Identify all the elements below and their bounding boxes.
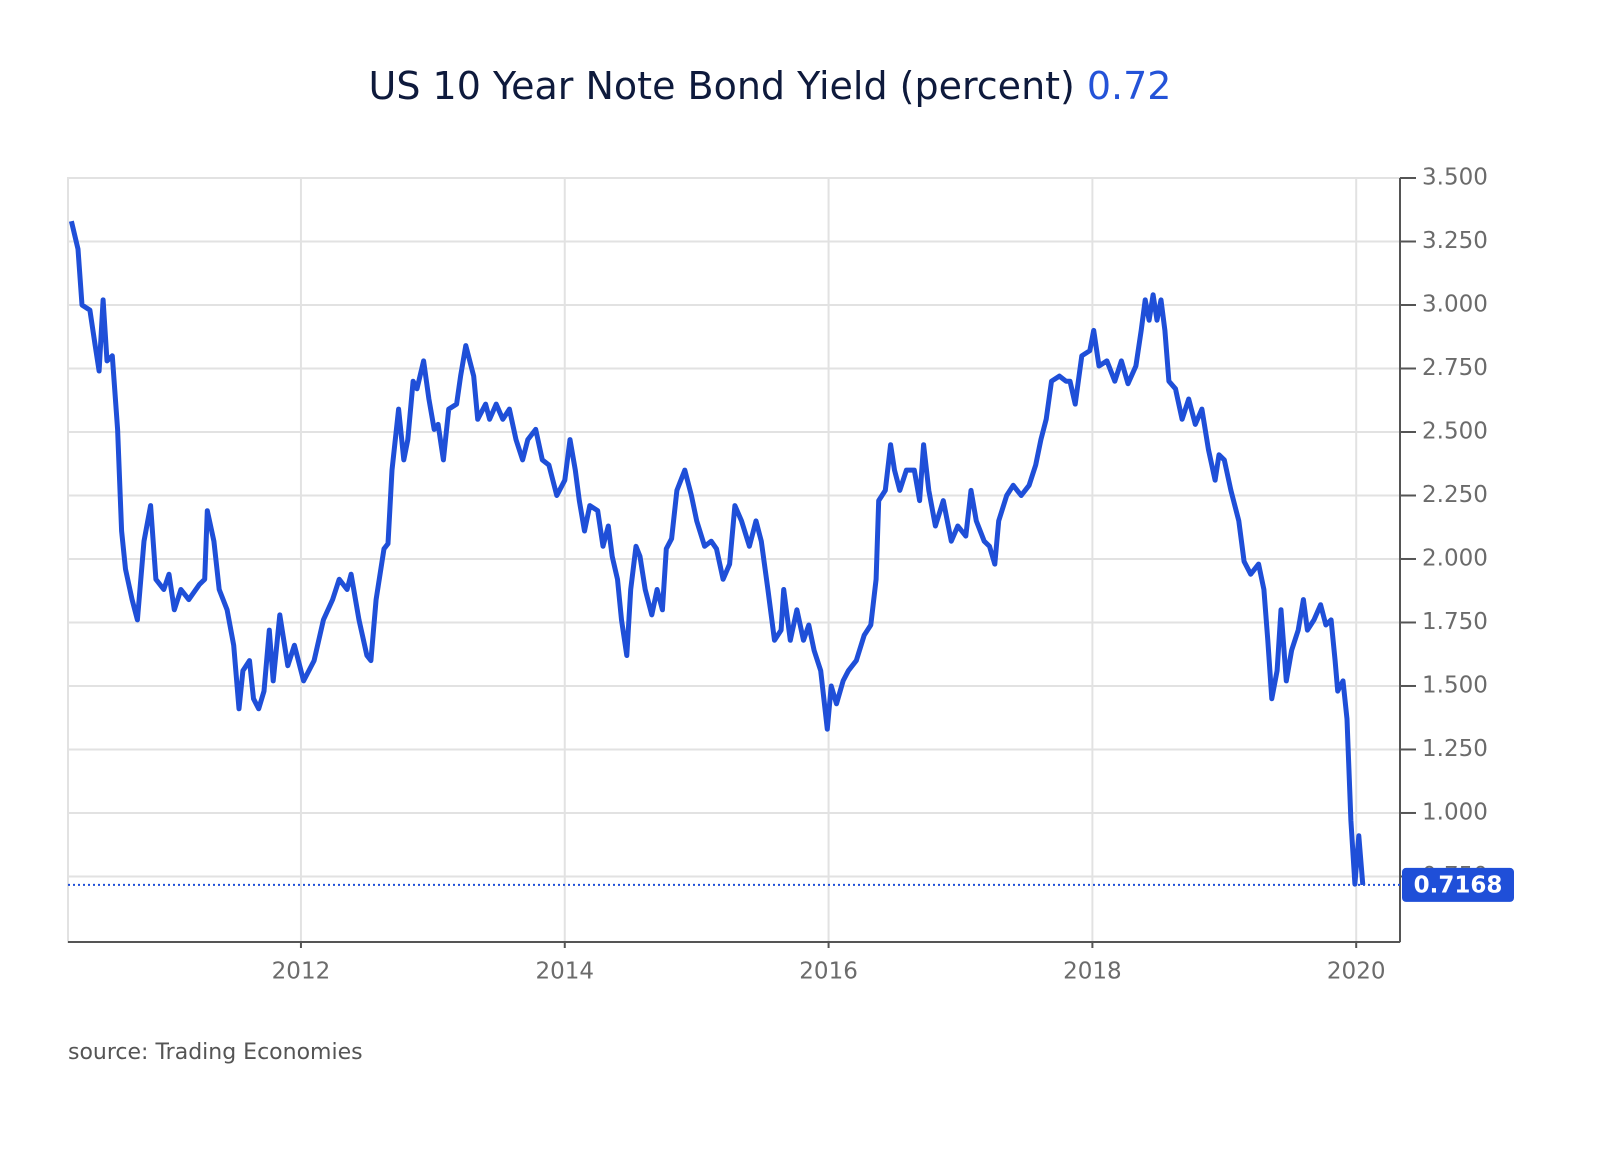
yield-line (68, 220, 1366, 887)
y-tick-label: 2.750 (1422, 355, 1488, 381)
y-tick-label: 2.500 (1422, 418, 1488, 444)
chart-title: US 10 Year Note Bond Yield (percent) 0.72 (369, 64, 1172, 108)
y-tick-label: 3.000 (1422, 291, 1488, 317)
x-tick-label: 2020 (1327, 959, 1386, 985)
y-tick-label: 2.000 (1422, 545, 1488, 571)
last-value-badge (1402, 867, 1514, 902)
plot-frame (67, 177, 1401, 943)
last-value-label: 0.7168 (1414, 872, 1503, 898)
x-tick-label: 2018 (1063, 959, 1122, 985)
y-tick-label: 3.250 (1422, 228, 1488, 254)
y-tick-label: 3.500 (1422, 165, 1488, 191)
x-tick-label: 2014 (535, 959, 594, 985)
y-tick-label: 1.250 (1422, 736, 1488, 762)
source: source: Trading Economies (68, 1040, 363, 1065)
x-tick-label: 2016 (799, 959, 858, 985)
y-tick-label: 1.750 (1422, 609, 1488, 635)
y-tick-label: 2.250 (1422, 482, 1488, 508)
y-tick-label: 1.500 (1422, 672, 1488, 698)
x-tick-label: 2012 (272, 959, 331, 985)
title-text: US 10 Year Note Bond Yield (percent) (369, 64, 1075, 108)
y-tick-label: 1.000 (1422, 799, 1488, 825)
title-value: 0.72 (1087, 64, 1172, 108)
